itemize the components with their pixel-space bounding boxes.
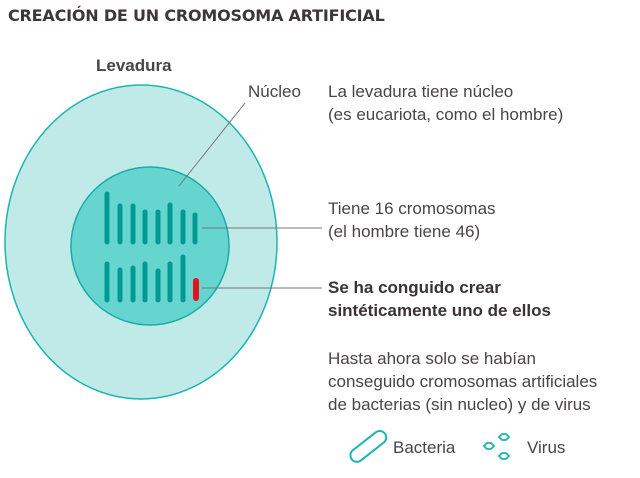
nucleus-label: Núcleo xyxy=(248,82,301,101)
nucleus-leader-line xyxy=(178,102,246,187)
synthetic-note-line1: Se ha conguido crear xyxy=(328,278,501,297)
chromosomes-top-row xyxy=(104,191,198,245)
history-note-line2: conseguido cromosomas artificiales xyxy=(328,372,598,391)
history-note-line3: de bacterias (sin nucleo) y de virus xyxy=(328,395,591,414)
history-note-line1: Hasta ahora solo se habían xyxy=(328,349,536,368)
legend-bacteria-label: Bacteria xyxy=(393,438,456,457)
cell-label: Levadura xyxy=(96,56,172,75)
chromosomes-note-line1: Tiene 16 cromosomas xyxy=(328,199,496,218)
nucleus-note-line1: La levadura tiene núcleo xyxy=(328,82,514,101)
chromosomes-note-line2: (el hombre tiene 46) xyxy=(328,222,481,241)
legend-virus-label: Virus xyxy=(527,438,566,457)
diagram-title: CREACIÓN DE UN CROMOSOMA ARTIFICIAL xyxy=(8,6,385,25)
virus-icon xyxy=(482,433,511,460)
chromosomes-bottom-row xyxy=(104,254,186,303)
synthetic-note-line2: sintéticamente uno de ellos xyxy=(328,301,551,320)
bacteria-icon xyxy=(349,429,388,463)
nucleus xyxy=(70,166,230,326)
nucleus-note-line2: (es eucariota, como el hombre) xyxy=(328,105,564,124)
